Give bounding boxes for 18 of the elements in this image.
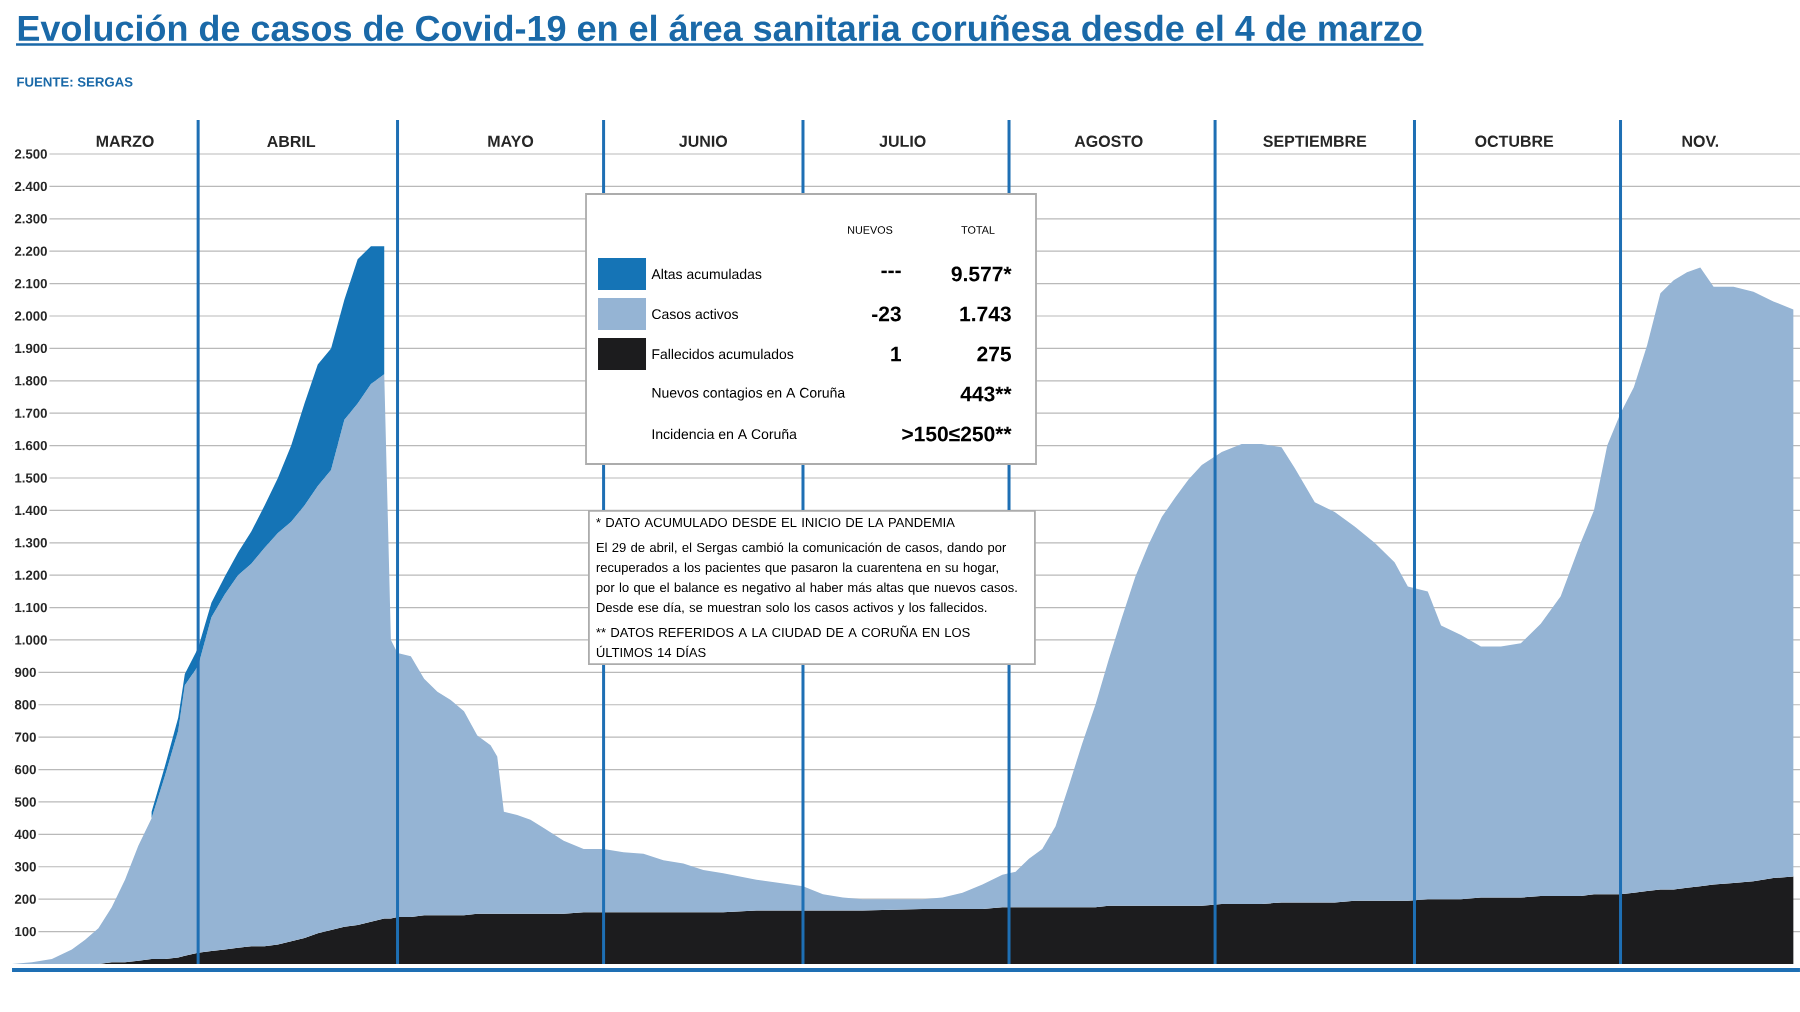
x-tick-label: NOV.	[1682, 135, 1719, 147]
x-tick-label: ABRIL	[267, 135, 316, 147]
annotation: -23	[872, 306, 901, 322]
annotation: 443**	[960, 386, 1012, 402]
annotation: ---	[881, 270, 901, 274]
x-tick-label: JUNIO	[679, 135, 728, 147]
x-tick-label: MARZO	[96, 135, 154, 147]
annotation: 9.577*	[951, 266, 1012, 282]
x-tick-label: AGOSTO	[1074, 135, 1143, 147]
annotation: 1.743	[960, 306, 1011, 322]
x-tick-label: MAYO	[488, 135, 534, 147]
x-tick-label: SEPTIEMBRE	[1263, 135, 1367, 147]
x-tick-label: JULIO	[879, 135, 926, 147]
annotation: >150≤250**	[902, 426, 1012, 442]
annotation: 275	[977, 346, 1011, 362]
x-tick-label: OCTUBRE	[1475, 135, 1554, 147]
chart-title: Evolución de casos de Covid-19 en el área sanitaria coruñesa desde el 4 de marzo	[18, 14, 1422, 42]
annotation: 1	[891, 346, 901, 362]
